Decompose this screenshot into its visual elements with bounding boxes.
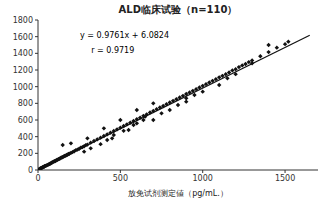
annotation: y = 0.9761x + 6.0824 <box>80 31 169 40</box>
scatter-point <box>201 89 205 93</box>
y-tick <box>35 170 38 171</box>
annotation: r = 0.9719 <box>91 46 134 55</box>
scatter-point <box>121 129 125 133</box>
y-tick-label: 200 <box>18 149 33 158</box>
y-tick <box>35 70 38 71</box>
scatter-point <box>85 136 89 140</box>
y-tick <box>35 153 38 154</box>
x-tick-label: 1000 <box>193 174 213 183</box>
chart: 0 500 1000 1500 0 200 400 600 800 1000 1200 1400 160… <box>0 0 330 200</box>
y-tick-label: 1400 <box>13 49 33 58</box>
scatter-point <box>275 45 279 49</box>
scatter-point <box>168 108 172 112</box>
x-tick <box>202 170 203 173</box>
x-tick-label: 1500 <box>275 174 295 183</box>
scatter-point <box>102 126 106 130</box>
plot-area <box>38 35 310 170</box>
y-tick-label: 800 <box>18 99 33 108</box>
scatter-point <box>151 101 155 105</box>
x-axis-line <box>38 170 318 171</box>
scatter-point <box>105 138 109 142</box>
x-axis-label: 放免试剂测定値（pg/mL.） <box>128 189 228 198</box>
x-tick <box>285 170 286 173</box>
y-tick-label: 1200 <box>13 66 33 75</box>
scatter-point <box>283 42 287 46</box>
scatter-point <box>266 50 270 54</box>
scatter-point <box>266 43 270 47</box>
scatter-point <box>118 118 122 122</box>
scatter-point <box>286 39 290 43</box>
y-tick <box>35 20 38 21</box>
y-tick-label: 1800 <box>13 16 33 25</box>
y-tick <box>35 136 38 137</box>
scatter-point <box>69 141 73 145</box>
y-tick <box>35 36 38 37</box>
regression-line <box>38 35 310 169</box>
scatter-point <box>135 108 139 112</box>
x-tick-label: 500 <box>113 174 128 183</box>
scatter-point <box>159 111 163 115</box>
x-tick-label: 0 <box>35 174 40 183</box>
y-tick <box>35 53 38 54</box>
y-tick <box>35 86 38 87</box>
y-tick-label: 1600 <box>13 33 33 42</box>
y-tick <box>35 103 38 104</box>
y-tick-label: 600 <box>18 116 33 125</box>
scatter-point <box>82 149 86 153</box>
scatter-point <box>176 103 180 107</box>
scatter-point <box>61 143 65 147</box>
scatter-point <box>98 142 102 146</box>
y-tick <box>35 120 38 121</box>
y-tick-label: 1000 <box>13 83 33 92</box>
scatter-point <box>217 83 221 87</box>
x-tick <box>120 170 121 173</box>
scatter-point <box>151 118 155 122</box>
y-tick-label: 0 <box>28 166 33 175</box>
title: ALD临床试验（n=110） <box>119 4 238 15</box>
scatter-point <box>89 146 93 150</box>
y-tick-label: 400 <box>18 133 33 142</box>
y-axis-line <box>38 20 39 170</box>
scatter-point <box>126 128 130 132</box>
scatter-point <box>258 54 262 58</box>
